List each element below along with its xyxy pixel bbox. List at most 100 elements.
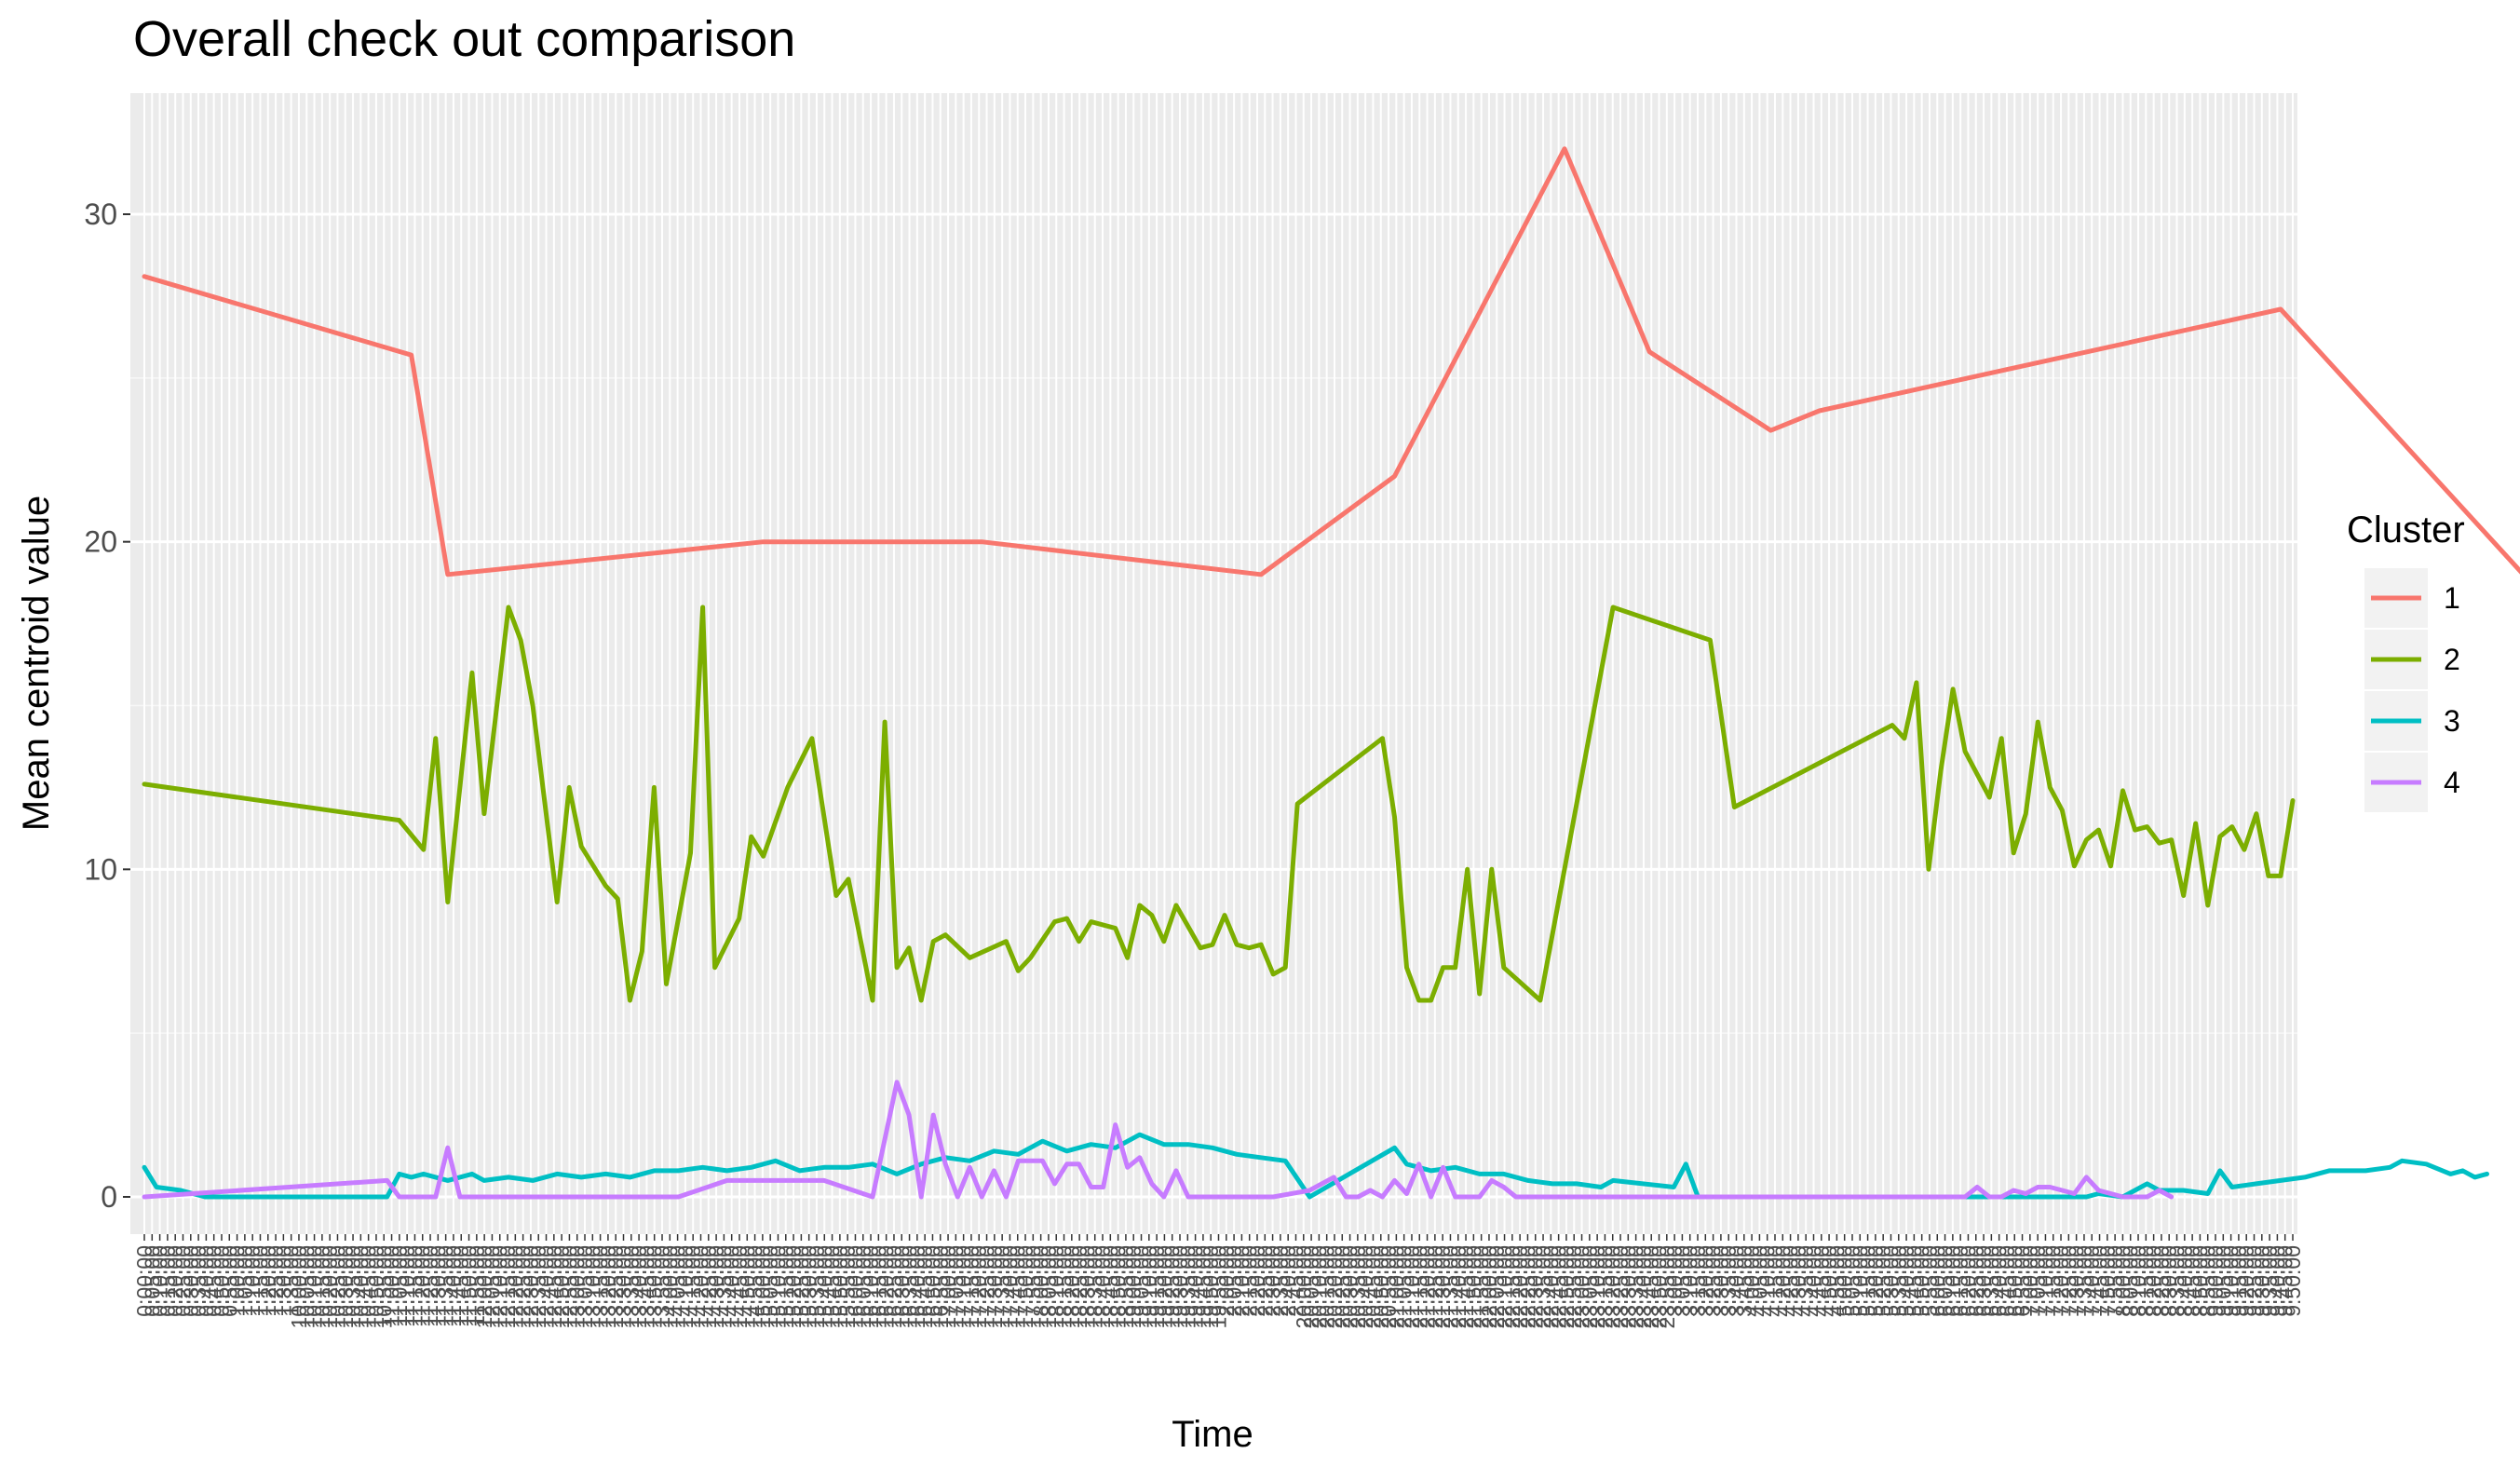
x-tick-label: 17:20:00 [967, 1245, 991, 1329]
x-tick-label: 6:35:00 [1979, 1245, 2003, 1317]
x-tick-label: 21:40:00 [1446, 1245, 1470, 1329]
x-tick-label: 14:05:00 [666, 1245, 690, 1329]
x-tick-label: 17:55:00 [1021, 1245, 1045, 1329]
x-tick-label: 19:15:00 [1145, 1245, 1169, 1329]
x-tick-label: 5:40:00 [1894, 1245, 1918, 1317]
x-tick-label: 7:30:00 [2065, 1245, 2089, 1317]
x-tick-label: 20:05:00 [1299, 1245, 1323, 1329]
x-tick-label: 4:30:00 [1786, 1245, 1810, 1317]
x-tick-label: 11:20:00 [411, 1245, 435, 1327]
x-tick-label: 8:15:00 [2134, 1245, 2158, 1317]
x-tick-label: 5:35:00 [1887, 1245, 1911, 1317]
x-tick-label: 16:05:00 [851, 1245, 875, 1329]
x-tick-label: 3:45:00 [1732, 1245, 1756, 1317]
x-tick-label: 20:30:00 [1338, 1245, 1362, 1329]
x-tick-label: 17:50:00 [1013, 1245, 1037, 1329]
x-tick-label: 23:00:00 [1570, 1245, 1594, 1329]
x-tick-label: 5:45:00 [1902, 1245, 1926, 1317]
x-tick-label: 21:10:00 [1400, 1245, 1424, 1329]
x-tick-label: 22:40:00 [1538, 1245, 1563, 1329]
x-tick-label: 15:15:00 [774, 1245, 798, 1329]
x-tick-label: 6:50:00 [2002, 1245, 2026, 1317]
x-tick-label: 11:25:00 [418, 1245, 442, 1327]
x-tick-label: 2:40:00 [1276, 1245, 1300, 1317]
x-tick-label: 21:55:00 [1470, 1245, 1494, 1329]
x-tick-label: 8:30:00 [2157, 1245, 2181, 1317]
chart-title: Overall check out comparison [133, 11, 795, 67]
x-tick-label: 23:15:00 [1592, 1245, 1617, 1329]
x-tick-label: 20:20:00 [1322, 1245, 1347, 1329]
x-tick-label: 11:05:00 [387, 1245, 412, 1327]
x-tick-label: 1:00:00 [225, 1245, 250, 1317]
x-tick-label: 16:20:00 [874, 1245, 899, 1329]
x-tick-label: 19:25:00 [1160, 1245, 1185, 1329]
x-tick-label: 6:55:00 [2011, 1245, 2035, 1317]
x-tick-label: 10:20:00 [318, 1245, 342, 1329]
x-tick-label: 0:55:00 [217, 1245, 241, 1317]
x-tick-label: 19:05:00 [1130, 1245, 1154, 1329]
x-tick-label: 12:40:00 [535, 1245, 559, 1329]
x-tick-label: 19:20:00 [1152, 1245, 1176, 1329]
x-tick-label: 3:10:00 [1678, 1245, 1702, 1317]
x-tick-label: 12:45:00 [542, 1245, 566, 1329]
x-tick-label: 4:55:00 [1824, 1245, 1849, 1317]
x-tick-label: 5:15:00 [1856, 1245, 1880, 1317]
x-tick-label: 4:45:00 [1809, 1245, 1834, 1317]
x-tick-label: 7:05:00 [2025, 1245, 2050, 1317]
series-line-3 [142, 1132, 2489, 1200]
x-tick-label: 16:45:00 [913, 1245, 937, 1329]
x-tick-label: 15:40:00 [812, 1245, 836, 1329]
legend-label-4: 4 [2444, 766, 2460, 799]
x-tick-label: 19:50:00 [1199, 1245, 1223, 1329]
y-tick-label: 30 [84, 197, 117, 231]
x-tick-label: 3:40:00 [1725, 1245, 1749, 1317]
x-tick-label: 2:30:00 [1261, 1245, 1285, 1317]
x-tick-label: 10:05:00 [294, 1245, 318, 1329]
x-tick-label: 10:50:00 [364, 1245, 388, 1329]
x-tick-label: 19:10:00 [1137, 1245, 1161, 1329]
x-tick-label: 12:50:00 [549, 1245, 574, 1329]
x-tick-label: 8:20:00 [2142, 1245, 2166, 1317]
x-tick-label: 7:45:00 [2088, 1245, 2112, 1317]
x-tick-label: 12:15:00 [495, 1245, 520, 1329]
x-tick-label: 0:15:00 [156, 1245, 180, 1317]
x-tick-label: 15:25:00 [789, 1245, 813, 1329]
x-tick-label: 17:30:00 [982, 1245, 1007, 1329]
x-tick-label: 10:55:00 [372, 1245, 396, 1329]
x-tick-label: 18:20:00 [1060, 1245, 1084, 1329]
x-tick-label: 13:30:00 [612, 1245, 636, 1329]
x-tick-label: 9:05:00 [2211, 1245, 2235, 1317]
x-tick-label: 6:10:00 [1941, 1245, 1965, 1317]
x-tick-label: 10:40:00 [348, 1245, 373, 1329]
x-tick-label: 21:35:00 [1438, 1245, 1462, 1329]
x-tick-label: 23:30:00 [1616, 1245, 1640, 1329]
x-tick-label: 8:10:00 [2126, 1245, 2150, 1317]
x-tick-label: 16:10:00 [859, 1245, 883, 1329]
x-tick-label: 22:00:00 [1477, 1245, 1501, 1329]
x-tick-label: 19:55:00 [1207, 1245, 1231, 1329]
x-tick-label: 20:00:00 [1292, 1245, 1316, 1329]
x-tick-label: 6:25:00 [1964, 1245, 1988, 1317]
x-tick-label: 13:35:00 [619, 1245, 644, 1329]
x-tick-label: 9:45:00 [2273, 1245, 2297, 1317]
x-tick-label: 12:10:00 [488, 1245, 512, 1329]
x-tick-label: 14:40:00 [720, 1245, 744, 1329]
x-tick-label: 2:45:00 [1283, 1245, 1307, 1317]
x-tick-label: 15:20:00 [781, 1245, 806, 1329]
x-tick-label: 23:20:00 [1601, 1245, 1625, 1329]
x-tick-label: 23:35:00 [1624, 1245, 1648, 1329]
x-tick-label: 2:20:00 [1245, 1245, 1269, 1317]
x-tick-label: 9:15:00 [2227, 1245, 2251, 1317]
major-gridlines [130, 93, 2297, 1234]
x-tick-label: 4:10:00 [1755, 1245, 1780, 1317]
x-tick-label: 13:10:00 [580, 1245, 604, 1329]
x-tick-label: 4:05:00 [1747, 1245, 1771, 1317]
x-tick-label: 5:50:00 [1910, 1245, 1934, 1317]
x-tick-label: 7:10:00 [2033, 1245, 2057, 1317]
x-tick-label: 20:40:00 [1353, 1245, 1377, 1329]
x-tick-label: 20:50:00 [1369, 1245, 1393, 1329]
x-tick-label: 3:25:00 [1701, 1245, 1726, 1317]
x-tick-label: 3:35:00 [1716, 1245, 1741, 1317]
x-tick-label: 16:25:00 [882, 1245, 906, 1329]
